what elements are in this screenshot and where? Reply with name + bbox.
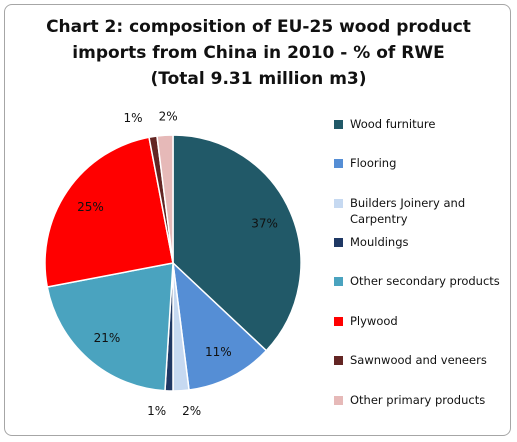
data-label-wood-furniture: 37% xyxy=(251,216,278,230)
data-label-flooring: 11% xyxy=(205,345,232,359)
legend-item-other-primary: Other primary products xyxy=(334,392,500,408)
legend-item-sawnwood: Sawnwood and veneers xyxy=(334,352,500,368)
chart-title-line-1: Chart 2: composition of EU-25 wood produ… xyxy=(46,17,471,37)
legend-label-flooring: Flooring xyxy=(350,156,397,170)
legend-swatch-flooring xyxy=(334,159,343,168)
data-label-builders-joinery-and-carpentry: 2% xyxy=(182,404,201,418)
chart-title-line-3: (Total 9.31 million m3) xyxy=(150,69,367,89)
legend-swatch-plywood xyxy=(334,317,343,326)
legend-label-wood-furniture: Wood furniture xyxy=(350,117,436,131)
legend-swatch-builders-joinery xyxy=(334,199,343,208)
legend-item-flooring: Flooring xyxy=(334,155,500,171)
pie-slice-plywood xyxy=(44,136,174,288)
chart-title-line-2: imports from China in 2010 - % of RWE xyxy=(72,43,445,63)
pie-slice-wood-furniture xyxy=(172,134,302,352)
legend-item-mouldings: Mouldings xyxy=(334,234,500,250)
legend-label-plywood: Plywood xyxy=(350,314,398,328)
legend-label-other-secondary: Other secondary products xyxy=(350,274,500,288)
data-label-sawnwood-and-veneers: 1% xyxy=(123,111,142,125)
pie-slice-other-secondary-products xyxy=(46,262,174,392)
legend-swatch-wood-furniture xyxy=(334,120,343,129)
legend-swatch-other-secondary xyxy=(334,277,343,286)
chart-title: Chart 2: composition of EU-25 wood produ… xyxy=(20,14,497,92)
pie-slice-other-primary-products xyxy=(156,134,174,264)
pie-slice-flooring xyxy=(171,261,268,391)
legend-item-other-secondary: Other secondary products xyxy=(334,273,500,289)
data-label-other-secondary-products: 21% xyxy=(94,331,121,345)
legend-swatch-other-primary xyxy=(334,396,343,405)
legend-label-mouldings: Mouldings xyxy=(350,235,409,249)
legend-swatch-sawnwood xyxy=(334,356,343,365)
legend-swatch-mouldings xyxy=(334,238,343,247)
data-label-other-primary-products: 2% xyxy=(159,109,178,123)
data-label-plywood: 25% xyxy=(77,200,104,214)
legend-item-wood-furniture: Wood furniture xyxy=(334,116,500,132)
legend-label-sawnwood: Sawnwood and veneers xyxy=(350,353,487,367)
legend-item-plywood: Plywood xyxy=(334,313,500,329)
legend-label-builders-joinery: Builders Joinery and Carpentry xyxy=(350,196,466,226)
legend-label-other-primary: Other primary products xyxy=(350,393,486,407)
legend-item-builders-joinery: Builders Joinery and Carpentry xyxy=(334,195,500,227)
data-label-mouldings: 1% xyxy=(147,404,166,418)
